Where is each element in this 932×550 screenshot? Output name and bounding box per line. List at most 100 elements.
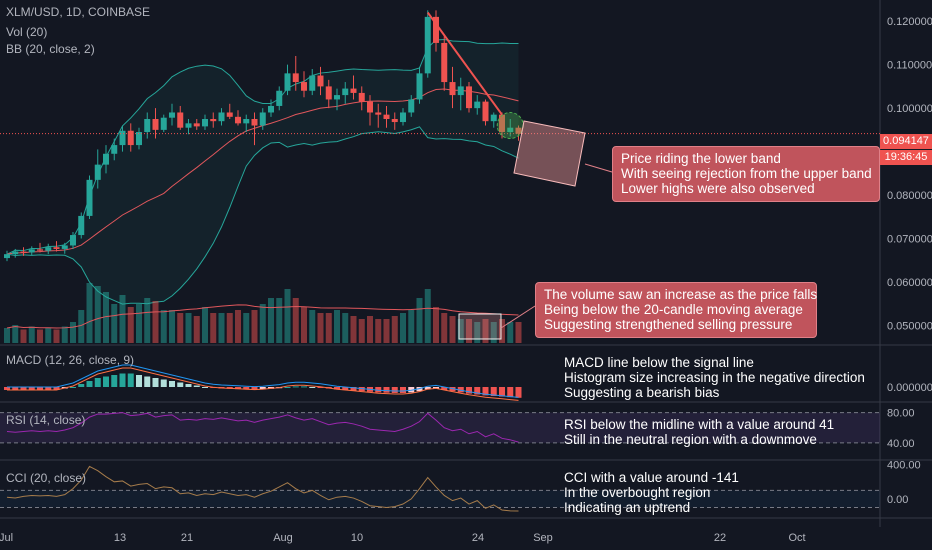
macd-histogram-bar bbox=[317, 387, 324, 388]
volume-bar bbox=[119, 295, 126, 343]
cci-band-fill bbox=[0, 490, 880, 508]
macd-histogram-bar bbox=[474, 387, 481, 395]
macd-histogram-bar bbox=[70, 387, 76, 388]
candle-body bbox=[433, 16, 439, 43]
volume-bar bbox=[4, 328, 10, 343]
volume-bar bbox=[515, 322, 522, 343]
candle-body bbox=[334, 95, 340, 100]
macd-histogram-bar bbox=[309, 387, 316, 388]
macd-histogram-bar bbox=[383, 387, 390, 393]
volume-callout: The volume saw an increase as the price … bbox=[535, 282, 817, 338]
volume-bar bbox=[391, 316, 398, 343]
countdown-tag: 19:36:45 bbox=[880, 150, 932, 165]
macd-note-line: Histogram size increasing in the negativ… bbox=[564, 370, 865, 385]
macd-histogram-bar bbox=[152, 378, 159, 387]
volume-bar bbox=[78, 310, 85, 343]
volume-bar bbox=[334, 310, 340, 343]
candle-body bbox=[507, 127, 514, 133]
volume-bar bbox=[499, 319, 505, 343]
macd-histogram-bar bbox=[86, 381, 93, 387]
volume-bar bbox=[383, 319, 390, 343]
macd-histogram-bar bbox=[499, 387, 505, 397]
macd-histogram-bar bbox=[12, 387, 19, 390]
macd-histogram-bar bbox=[202, 387, 208, 388]
price-callout-line: Price riding the lower band bbox=[621, 151, 781, 166]
candle-body bbox=[268, 105, 274, 113]
volume-bar bbox=[350, 316, 357, 343]
candle-body bbox=[416, 73, 423, 100]
candle-body bbox=[136, 132, 142, 146]
candle-body bbox=[457, 86, 464, 96]
lower-highs-trendline bbox=[426, 11, 503, 116]
signal-line bbox=[7, 367, 519, 401]
rsi-band-fill bbox=[0, 412, 880, 443]
cci-tick-label: 0.00 bbox=[887, 494, 908, 506]
macd-histogram-bar bbox=[400, 387, 406, 393]
macd-histogram-bar bbox=[4, 387, 10, 390]
volume-bar bbox=[218, 313, 225, 343]
price-callout: Price riding the lower band With seeing … bbox=[612, 146, 880, 202]
bollinger-indicator-label: BB (20, close, 2) bbox=[6, 42, 95, 56]
volume-bar bbox=[70, 322, 76, 343]
candle-body bbox=[226, 112, 233, 117]
volume-bar bbox=[12, 325, 19, 343]
volume-bar bbox=[193, 316, 200, 343]
volume-bar bbox=[441, 313, 448, 343]
volume-bar bbox=[276, 298, 283, 343]
volume-bar bbox=[111, 304, 118, 343]
candle-body bbox=[367, 101, 373, 113]
macd-histogram-bar bbox=[482, 387, 489, 396]
price-callout-pointer bbox=[584, 163, 613, 173]
volume-bar bbox=[20, 329, 27, 343]
macd-histogram-bar bbox=[301, 386, 307, 388]
x-tick-label: 13 bbox=[114, 532, 126, 544]
candle-body bbox=[4, 254, 10, 259]
candle-body bbox=[515, 127, 522, 134]
candle-body bbox=[119, 130, 126, 146]
price-callout-line: Lower highs were also observed bbox=[621, 181, 815, 196]
macd-histogram-bar bbox=[20, 387, 27, 390]
price-tick-label: 0.060000 bbox=[887, 277, 932, 289]
macd-pane-label: MACD (12, 26, close, 9) bbox=[6, 353, 135, 367]
volume-bar bbox=[268, 298, 274, 343]
volume-callout-line: Being below the 20-candle moving average bbox=[544, 302, 803, 317]
volume-bar bbox=[202, 307, 208, 343]
candle-body bbox=[94, 164, 101, 180]
candle-body bbox=[449, 82, 456, 96]
macd-histogram-bar bbox=[391, 387, 398, 393]
cci-note-line: Indicating an uptrend bbox=[564, 500, 691, 515]
volume-bar bbox=[424, 289, 431, 343]
macd-histogram-bar bbox=[251, 387, 258, 390]
macd-histogram-bar bbox=[466, 387, 472, 394]
volume-callout-line: Suggesting strengthened selling pressure bbox=[544, 317, 793, 332]
macd-histogram-bar bbox=[185, 384, 192, 387]
volume-bar bbox=[210, 313, 217, 343]
volume-indicator-label: Vol (20) bbox=[6, 25, 48, 39]
volume-bar bbox=[61, 326, 68, 343]
candle-body bbox=[177, 112, 184, 128]
volume-bar bbox=[226, 313, 233, 343]
volume-bar bbox=[144, 298, 151, 343]
candle-body bbox=[218, 112, 225, 122]
candle-body bbox=[383, 114, 390, 119]
volume-bar bbox=[342, 313, 349, 343]
candle-body bbox=[466, 86, 472, 109]
volume-bar bbox=[37, 329, 43, 343]
x-tick-label: Sep bbox=[533, 532, 553, 544]
macd-histogram-bar bbox=[103, 376, 109, 387]
volume-callout-line: The volume saw an increase as the price … bbox=[544, 287, 818, 302]
highlight-circle bbox=[496, 112, 524, 140]
price-tick-label: 0.110000 bbox=[887, 60, 932, 72]
volume-bar bbox=[127, 307, 134, 343]
volume-bar bbox=[185, 313, 192, 343]
candle-body bbox=[284, 73, 291, 91]
volume-bar bbox=[251, 310, 258, 343]
macd-histogram-bar bbox=[193, 385, 200, 387]
macd-note: MACD line below the signal line Histogram… bbox=[564, 355, 865, 400]
candle-body bbox=[408, 99, 415, 113]
candle-body bbox=[375, 112, 382, 115]
candle-body bbox=[350, 88, 357, 93]
volume-bar bbox=[325, 313, 332, 343]
macd-histogram-bar bbox=[350, 387, 357, 391]
